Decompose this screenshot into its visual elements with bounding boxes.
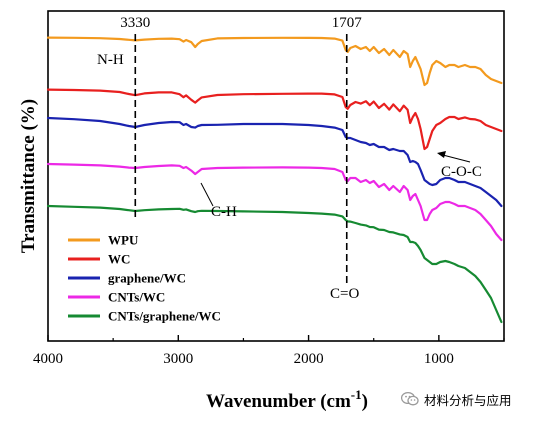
peak-marker-label-1707: 1707 — [332, 15, 363, 31]
legend: WPU WC graphene/WC CNTs/WC CNTs/graphene/WC — [68, 233, 221, 324]
x-tick-label-2000: 2000 — [294, 351, 324, 367]
x-axis-title-end: ) — [362, 391, 368, 412]
x-axis-title: Wavenumber (cm-1) — [206, 387, 368, 412]
y-axis-title: Transmittance (%) — [18, 99, 39, 253]
annotation-coc-arrowhead — [437, 151, 446, 158]
annotation-ch: C-H — [211, 204, 237, 220]
series-line-cnts-graphene-wc — [46, 204, 503, 324]
x-tick-label-3000: 3000 — [163, 351, 193, 367]
annotation-co: C=O — [330, 286, 359, 302]
x-tick-label-4000: 4000 — [33, 351, 63, 367]
annotation-coc: C-O-C — [441, 164, 482, 180]
legend-label-cnts-wc: CNTs/WC — [108, 290, 165, 305]
series-layer — [46, 36, 503, 324]
series-line-graphene-wc — [46, 116, 503, 208]
x-tick-layer: 4000 3000 2000 1000 — [33, 335, 505, 367]
annotation-ch-leader — [200, 182, 214, 207]
legend-label-cnts-graphene-wc: CNTs/graphene/WC — [108, 309, 221, 324]
annotation-nh: N-H — [97, 52, 124, 68]
watermark: 材料分析与应用 — [400, 388, 512, 410]
x-axis-title-superscript: -1 — [351, 387, 362, 402]
plot-frame — [47, 10, 505, 342]
series-line-cnts-wc — [46, 162, 503, 242]
x-axis-title-main: Wavenumber (cm — [206, 391, 351, 412]
series-line-wc — [46, 88, 503, 151]
legend-label-wc: WC — [108, 252, 130, 267]
peak-marker-label-3330: 3330 — [120, 15, 150, 31]
wechat-icon — [400, 391, 419, 407]
legend-label-wpu: WPU — [108, 233, 139, 248]
x-tick-label-1000: 1000 — [424, 351, 454, 367]
series-line-wpu — [46, 36, 503, 87]
legend-label-graphene-wc: graphene/WC — [108, 271, 186, 286]
watermark-text: 材料分析与应用 — [424, 392, 512, 408]
peak-marker-layer: 3330 1707 — [120, 15, 362, 285]
